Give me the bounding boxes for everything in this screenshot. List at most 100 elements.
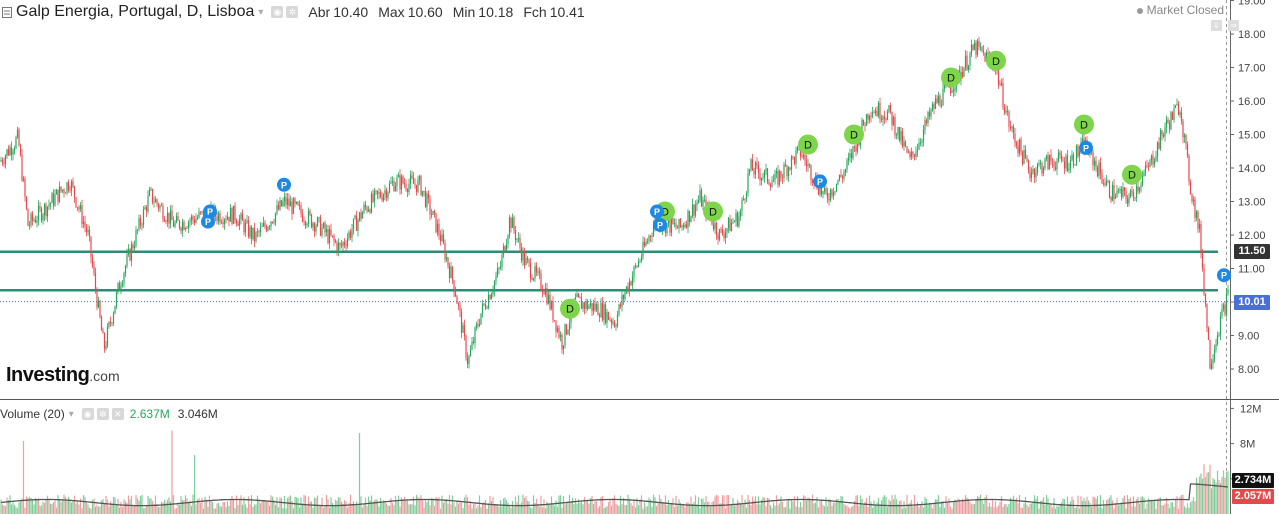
- volume-bar: [1090, 507, 1093, 514]
- candle-body: [826, 192, 829, 199]
- volume-bar: [322, 507, 325, 514]
- candle-body: [79, 205, 82, 210]
- candle-body: [921, 140, 923, 143]
- candle-body: [171, 210, 173, 221]
- candle-body: [1059, 152, 1061, 155]
- volume-bar: [1198, 476, 1201, 514]
- volume-bar: [7, 500, 10, 514]
- volume-bar: [996, 507, 998, 514]
- volume-bar: [619, 495, 622, 514]
- p-marker[interactable]: P: [650, 204, 664, 219]
- volume-bar: [1089, 503, 1091, 514]
- volume-bar: [1098, 507, 1100, 514]
- p-marker[interactable]: P: [653, 217, 667, 232]
- p-marker[interactable]: P: [1079, 140, 1093, 155]
- dividend-marker[interactable]: D: [1122, 164, 1142, 185]
- volume-bar: [1009, 497, 1012, 514]
- chevron-down-icon[interactable]: ▾: [68, 408, 74, 420]
- candle-body: [583, 302, 586, 309]
- eye-icon[interactable]: ◉: [81, 408, 94, 420]
- candle-body: [888, 105, 890, 112]
- eye-icon[interactable]: ◉: [271, 6, 284, 18]
- chevron-down-icon[interactable]: ▾: [258, 6, 264, 18]
- candle-body: [352, 218, 355, 230]
- candle-body: [372, 193, 374, 202]
- candle-body: [184, 227, 187, 230]
- volume-bar: [649, 499, 652, 514]
- candle-body: [867, 114, 869, 120]
- price-axis[interactable]: 8.009.0010.0011.0012.0013.0014.0015.0016…: [1230, 0, 1266, 376]
- candle-body: [238, 219, 241, 226]
- candle-body: [795, 150, 797, 164]
- close-icon[interactable]: ✕: [111, 408, 124, 420]
- p-marker[interactable]: P: [1217, 268, 1231, 283]
- volume-bar: [87, 504, 89, 514]
- candle-body: [1117, 190, 1120, 192]
- candle-body: [420, 176, 422, 196]
- volume-bar: [1134, 506, 1136, 514]
- horizontal-lines[interactable]: [0, 250, 1230, 303]
- candle-body: [639, 260, 641, 262]
- dividend-marker[interactable]: D: [986, 50, 1006, 71]
- dividend-marker[interactable]: D: [1074, 114, 1094, 135]
- candle-body: [717, 235, 719, 240]
- candle-body: [21, 154, 23, 181]
- volume-bar: [436, 498, 439, 514]
- volume-bar: [633, 500, 635, 514]
- volume-bar: [615, 503, 617, 514]
- volume-bar: [895, 499, 898, 514]
- volume-bar: [70, 502, 73, 514]
- dividend-marker[interactable]: D: [703, 201, 723, 222]
- volume-bar: [1122, 497, 1124, 514]
- p-marker[interactable]: P: [277, 177, 291, 192]
- volume-tag-a: 2.734M: [1232, 473, 1274, 488]
- volume-bar: [1053, 498, 1055, 514]
- candle-body: [624, 292, 626, 299]
- dividend-marker[interactable]: D: [560, 298, 580, 319]
- gear-icon[interactable]: ✲: [286, 6, 299, 18]
- volume-bar: [1117, 505, 1120, 514]
- volume-bar: [483, 502, 485, 514]
- volume-bar: [673, 507, 676, 514]
- p-marker[interactable]: P: [201, 214, 215, 229]
- volume-bar: [1180, 495, 1183, 514]
- volume-bar: [1222, 470, 1225, 514]
- scroll-down-icon[interactable]: ⇓: [1211, 20, 1222, 31]
- candle-body: [168, 212, 170, 224]
- volume-bar: [258, 499, 260, 514]
- volume-bar: [486, 508, 488, 514]
- volume-bar: [406, 499, 409, 514]
- candle-body: [810, 165, 812, 181]
- volume-bar: [954, 499, 956, 514]
- volume-bar: [559, 495, 562, 514]
- dividend-marker[interactable]: D: [798, 134, 818, 155]
- volume-bar: [1038, 508, 1040, 514]
- candle-body: [294, 198, 296, 204]
- candle-body: [1057, 152, 1060, 161]
- scroll-right-icon[interactable]: ⇒: [1228, 20, 1239, 31]
- menu-icon[interactable]: [2, 6, 12, 18]
- volume-bar: [805, 500, 808, 514]
- volume-bar: [603, 508, 605, 514]
- dividend-marker[interactable]: D: [941, 67, 961, 88]
- dividend-marker[interactable]: D: [844, 124, 864, 145]
- volume-bar: [480, 507, 482, 514]
- candle-body: [357, 220, 359, 231]
- volume-bar: [957, 498, 959, 514]
- volume-bar: [907, 504, 910, 514]
- volume-bar: [598, 506, 601, 514]
- volume-bar: [138, 500, 140, 514]
- candle-body: [849, 153, 851, 158]
- p-marker[interactable]: P: [813, 174, 827, 189]
- volume-bar: [120, 501, 122, 514]
- volume-bar: [274, 504, 277, 514]
- gear-icon[interactable]: ✲: [96, 408, 109, 420]
- candle-body: [739, 210, 742, 217]
- candle-body: [507, 235, 509, 245]
- candle-body: [786, 166, 788, 177]
- volume-bar: [294, 496, 296, 514]
- candle-body: [600, 302, 602, 318]
- candle-body: [877, 103, 880, 117]
